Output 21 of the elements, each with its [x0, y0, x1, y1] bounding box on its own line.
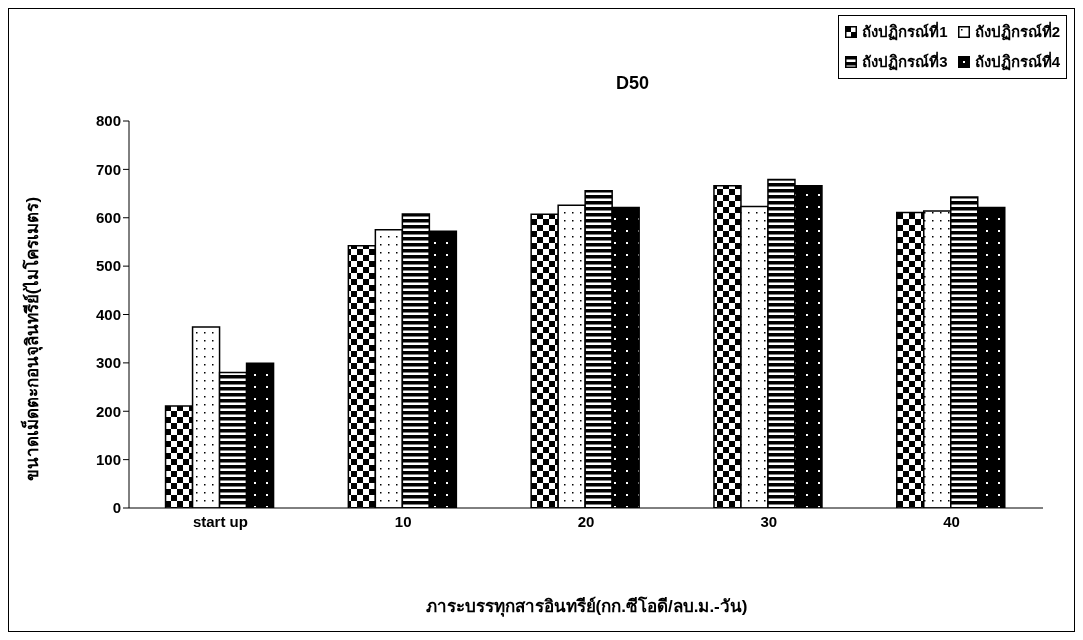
y-tick-label: 700 — [95, 160, 121, 178]
y-tick-label: 800 — [95, 112, 121, 130]
x-tick-label: 20 — [577, 512, 595, 530]
legend-label: ถังปฏิกรณ์ที่2 — [974, 20, 1060, 43]
y-tick-label: 500 — [95, 257, 121, 275]
y-tick-label: 600 — [95, 209, 121, 227]
legend-label: ถังปฏิกรณ์ที่1 — [862, 20, 948, 43]
y-tick-label: 0 — [112, 499, 121, 517]
x-tick-label: start up — [192, 512, 248, 530]
y-tick-label: 100 — [95, 450, 121, 468]
x-axis-title: ภาระบรรทุกสารอินทรีย์(กก.ซีโอดี/ลบ.ม.-วัน) — [424, 595, 749, 619]
y-tick-label: 400 — [95, 305, 121, 323]
x-tick-label: 10 — [394, 512, 412, 530]
legend-label: ถังปฏิกรณ์ที่4 — [974, 50, 1060, 73]
chart-title: D50 — [615, 73, 650, 94]
x-tick-label: 30 — [760, 512, 778, 530]
y-tick-label: 200 — [95, 402, 121, 420]
y-tick-label: 300 — [95, 354, 121, 372]
y-axis-title: ขนาดเม็ดตะกอนจุลินทรีย์(ไมโครเมตร) — [19, 196, 44, 482]
legend-label: ถังปฏิกรณ์ที่3 — [862, 50, 948, 73]
x-tick-label: 40 — [943, 512, 960, 530]
